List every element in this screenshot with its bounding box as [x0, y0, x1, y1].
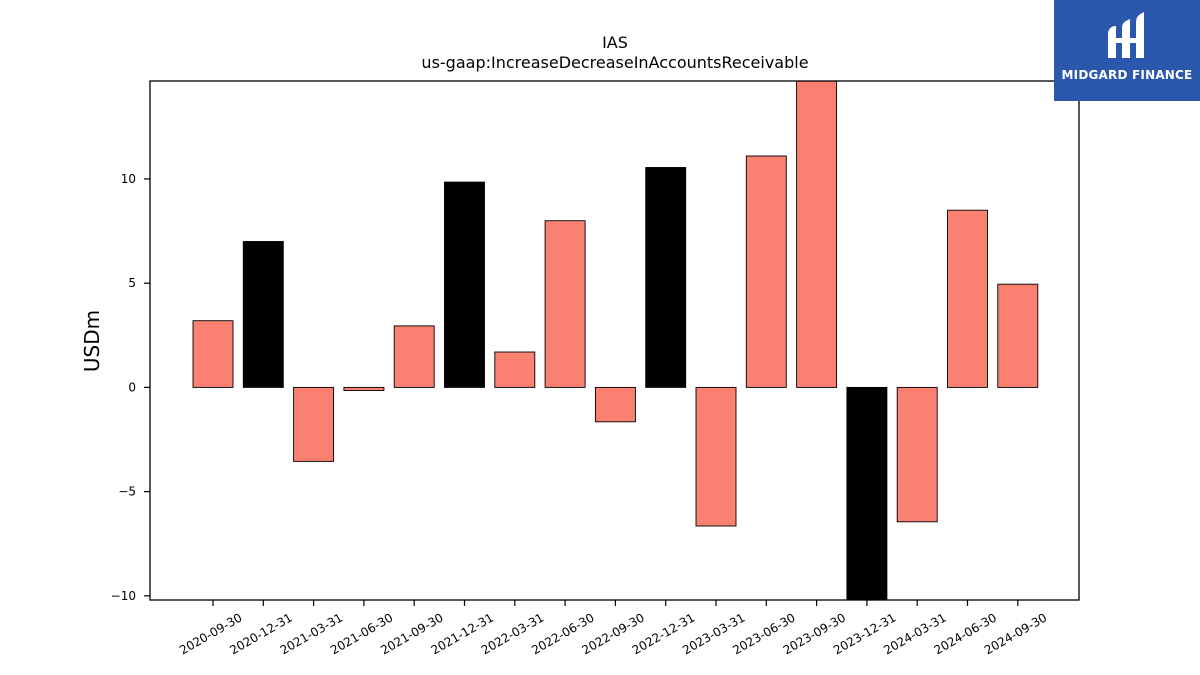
- bar-2023-03-31: [695, 386, 737, 527]
- bar-2020-09-30: [192, 320, 234, 388]
- bars-layer: [192, 80, 1039, 601]
- midgard-finance-logo: MIDGARD FINANCE: [1054, 0, 1200, 101]
- plot-frame: [149, 80, 1080, 601]
- bar-2023-09-30: [796, 80, 838, 388]
- bar-2023-12-31: [846, 386, 888, 601]
- bar-2021-03-31: [293, 386, 335, 462]
- y-tick-label: −5: [118, 485, 136, 499]
- y-tick-label: −10: [111, 589, 136, 603]
- bar-2020-12-31: [242, 241, 284, 388]
- y-tick-label: 0: [128, 380, 136, 394]
- bar-2023-06-30: [745, 155, 787, 388]
- bar-2021-12-31: [444, 181, 485, 388]
- y-tick-label: 10: [121, 172, 136, 186]
- logo-mark-icon: [1108, 12, 1144, 58]
- bar-2024-03-31: [896, 386, 938, 523]
- bar-2024-06-30: [947, 209, 988, 388]
- y-axis-label: USDm: [80, 310, 104, 372]
- logo-text: MIDGARD FINANCE: [1061, 68, 1193, 82]
- bar-2021-09-30: [393, 325, 435, 388]
- bar-2024-09-30: [997, 283, 1039, 388]
- bar-2022-03-31: [494, 351, 536, 388]
- bar-2021-06-30: [343, 386, 385, 391]
- chart-title: IAS: [602, 33, 628, 52]
- bar-2022-09-30: [594, 386, 636, 423]
- bar-2022-12-31: [645, 167, 687, 388]
- bar-2022-06-30: [544, 220, 586, 388]
- chart-subtitle: us-gaap:IncreaseDecreaseInAccountsReceiv…: [421, 53, 808, 72]
- y-tick-label: 5: [128, 276, 136, 290]
